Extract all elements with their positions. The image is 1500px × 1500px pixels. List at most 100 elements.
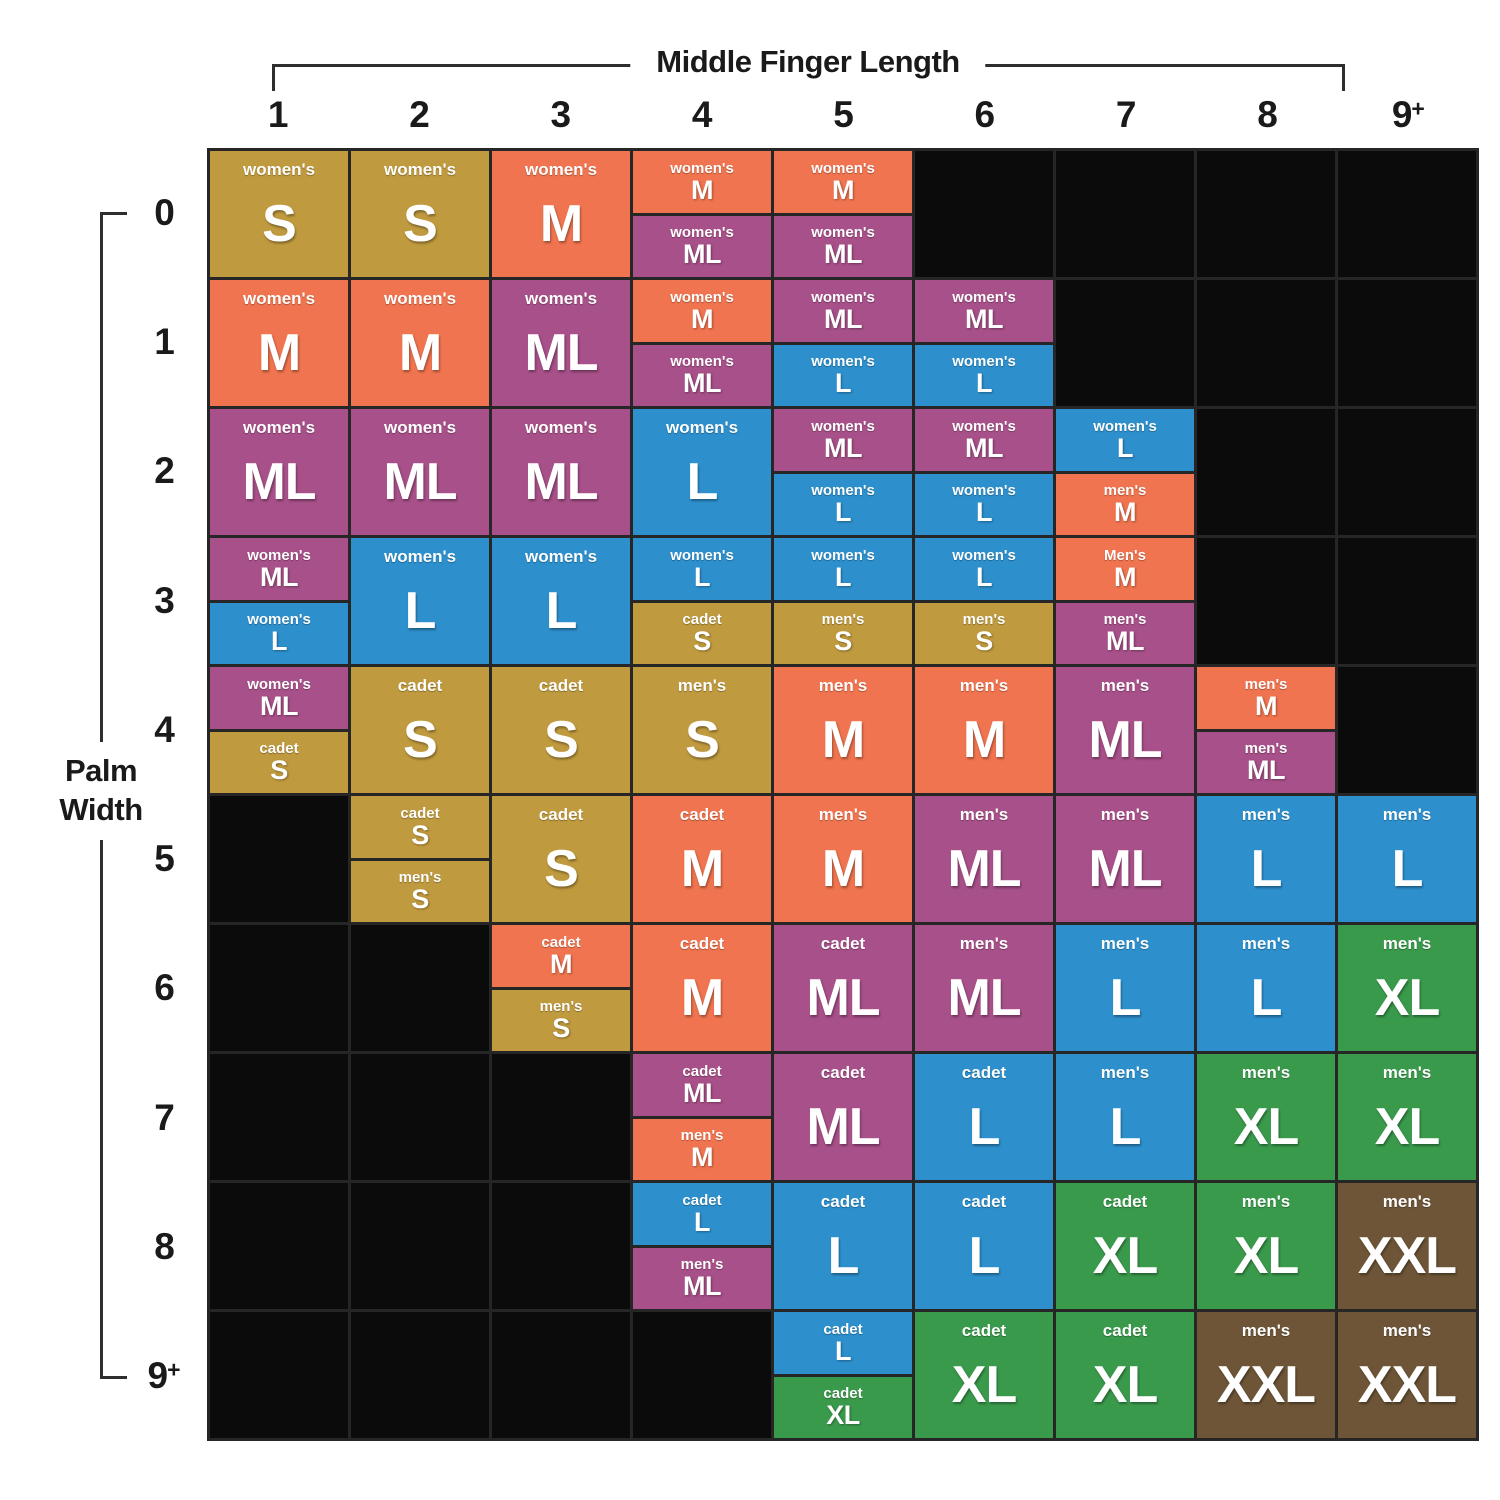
grid-subcell: women's M (774, 151, 912, 213)
grid-subcell: cadet XL (774, 1376, 912, 1438)
y-axis-title: Palm Width (34, 742, 168, 840)
cell-category-label: men's (1244, 740, 1288, 758)
x-tick: 9+ (1391, 94, 1425, 135)
cell-category-label: cadet (1102, 1192, 1148, 1211)
cell-category-label: men's (1382, 1321, 1432, 1340)
grid-subcell: women's L (210, 602, 348, 664)
cell-category-label: women's (811, 546, 875, 564)
cell-size-label: S (544, 711, 579, 770)
cell-category-label: cadet (961, 1192, 1007, 1211)
grid-cell-empty (351, 1312, 489, 1438)
grid-subcell: cadet L (774, 1312, 912, 1374)
cell-size-label: ML (524, 453, 598, 512)
cell-category-label: women's (524, 289, 598, 308)
cell-category-label: men's (1103, 482, 1147, 500)
cell-size-label: L (976, 368, 993, 399)
cell-size-label: XL (951, 1356, 1017, 1415)
cell-category-label: women's (811, 482, 875, 500)
y-tick: 3 (154, 579, 175, 621)
cell-size-label: ML (806, 969, 880, 1028)
cell-category-label: men's (1100, 1063, 1150, 1082)
cell-category-label: cadet (259, 740, 299, 758)
cell-size-label: ML (824, 303, 862, 334)
cell-category-label: men's (677, 676, 727, 695)
grid-subcell: cadet L (633, 1183, 771, 1245)
grid-cell-empty (1338, 538, 1476, 664)
grid-cell: women's M (492, 151, 630, 277)
cell-category-label: women's (242, 160, 316, 179)
cell-size-label: XL (1092, 1227, 1158, 1286)
cell-category-label: men's (818, 805, 868, 824)
cell-size-label: M (680, 969, 724, 1028)
grid-cell: men's XXL (1338, 1312, 1476, 1438)
cell-size-label: XXL (1216, 1356, 1316, 1415)
grid-cell: women's M (210, 280, 348, 406)
cell-size-label: XL (1374, 969, 1440, 1028)
cell-size-label: M (398, 324, 442, 383)
cell-category-label: cadet (682, 611, 722, 629)
cell-category-label: women's (811, 417, 875, 435)
cell-size-label: S (270, 755, 288, 786)
cell-category-label: women's (524, 547, 598, 566)
cell-category-label: men's (539, 998, 583, 1016)
grid-cell-split: women's ML women's L (774, 409, 912, 535)
cell-size-label: ML (965, 432, 1003, 463)
grid-subcell: men's S (492, 989, 630, 1051)
cell-size-label: S (975, 626, 993, 657)
grid-cell-empty (1056, 151, 1194, 277)
grid-cell: women's L (351, 538, 489, 664)
grid-subcell: women's L (1056, 409, 1194, 471)
grid-cell: cadet ML (774, 925, 912, 1051)
grid-subcell: cadet M (492, 925, 630, 987)
cell-size-label: XL (1233, 1098, 1299, 1157)
grid-cell: cadet S (351, 667, 489, 793)
cell-size-label: L (976, 561, 993, 592)
cell-size-label: ML (242, 453, 316, 512)
cell-size-label: ML (383, 453, 457, 512)
grid-cell: men's XL (1197, 1054, 1335, 1180)
cell-category-label: women's (952, 546, 1016, 564)
y-axis-bracket-tick-top (100, 212, 127, 215)
cell-category-label: men's (1244, 675, 1288, 693)
grid-subcell: women's ML (774, 280, 912, 342)
cell-size-label: ML (683, 1077, 721, 1108)
grid-cell: cadet L (915, 1183, 1053, 1309)
cell-category-label: cadet (538, 676, 584, 695)
grid-subcell: men's S (774, 602, 912, 664)
cell-category-label: cadet (1102, 1321, 1148, 1340)
grid-subcell: women's M (633, 151, 771, 213)
y-tick: 5 (154, 838, 175, 880)
cell-category-label: men's (821, 611, 865, 629)
x-axis-bracket-tick-left (272, 64, 275, 91)
cell-category-label: cadet (400, 804, 440, 822)
x-tick: 8 (1257, 94, 1278, 135)
y-tick: 9+ (147, 1355, 181, 1397)
cell-category-label: women's (952, 353, 1016, 371)
cell-size-label: M (680, 840, 724, 899)
cell-size-label: S (693, 626, 711, 657)
cell-size-label: L (545, 582, 578, 641)
grid-cell-empty (492, 1183, 630, 1309)
cell-size-label: ML (1106, 626, 1144, 657)
grid-cell-empty (210, 1183, 348, 1309)
cell-category-label: women's (383, 418, 457, 437)
cell-category-label: men's (1382, 1192, 1432, 1211)
cell-category-label: women's (247, 611, 311, 629)
cell-size-label: L (694, 561, 711, 592)
grid-subcell: women's L (915, 344, 1053, 406)
cell-category-label: cadet (538, 805, 584, 824)
cell-size-label: XXL (1357, 1227, 1457, 1286)
grid-cell: men's ML (915, 925, 1053, 1051)
y-tick: 1 (154, 320, 175, 362)
grid-cell: cadet L (774, 1183, 912, 1309)
grid-cell: cadet S (492, 667, 630, 793)
cell-size-label: L (404, 582, 437, 641)
grid-cell: men's L (1056, 925, 1194, 1051)
cell-category-label: women's (670, 353, 734, 371)
cell-size-label: S (403, 711, 438, 770)
grid-cell: men's M (915, 667, 1053, 793)
